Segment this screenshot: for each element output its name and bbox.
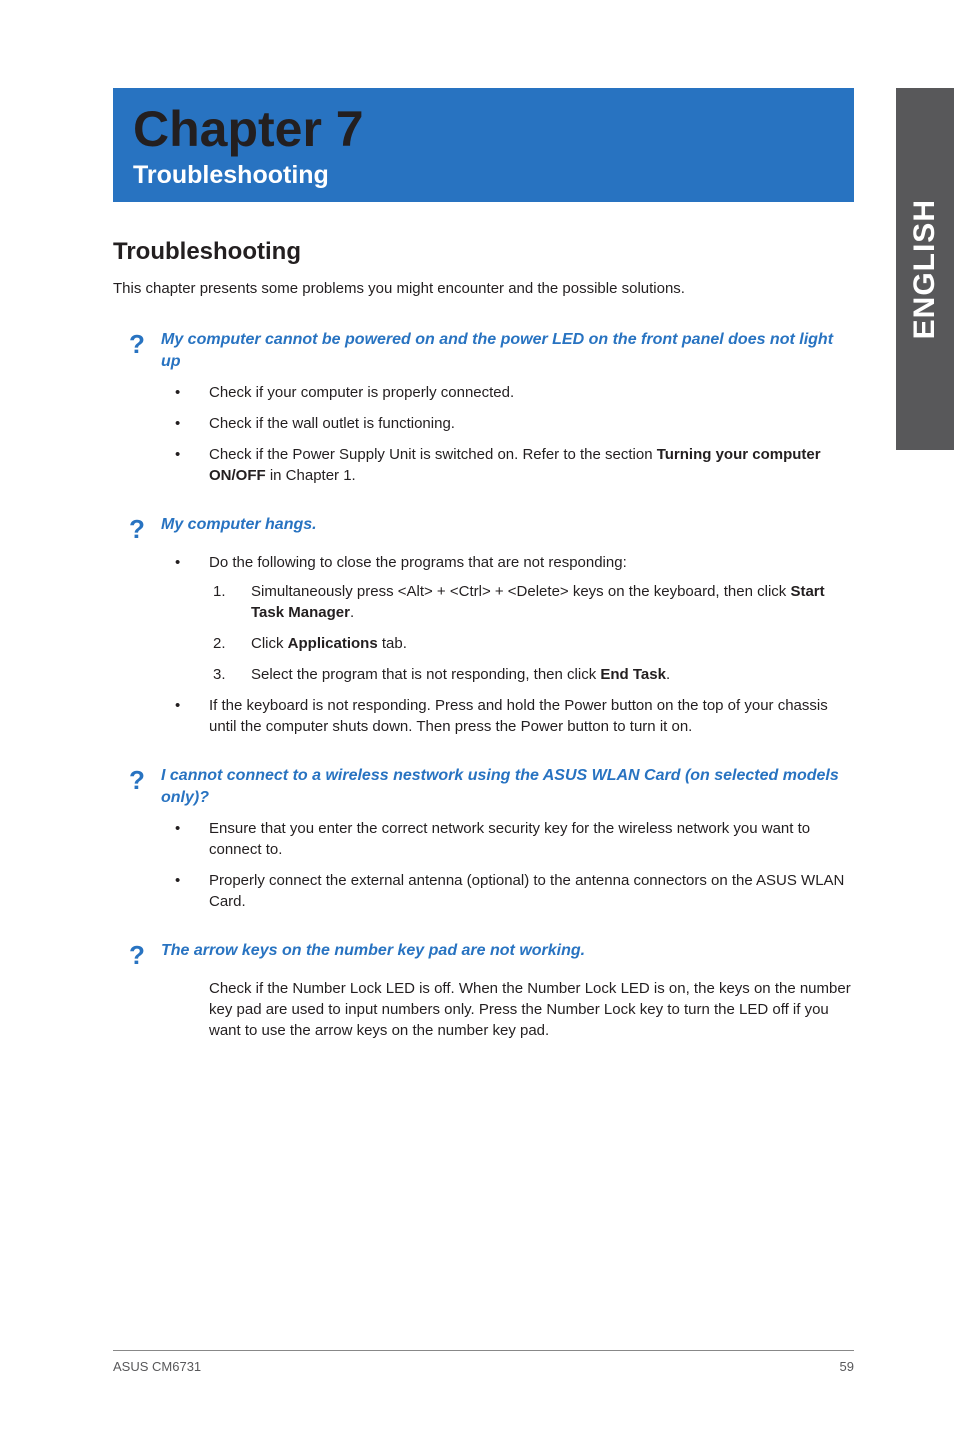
answer-text: Check if the Number Lock LED is off. Whe… [113, 978, 854, 1041]
text-post: . [350, 604, 354, 621]
list-item: Check if your computer is properly conne… [169, 382, 854, 403]
list-item: Properly connect the external antenna (o… [169, 870, 854, 912]
question-icon: ? [113, 514, 161, 542]
text-pre: Check if the Power Supply Unit is switch… [209, 446, 657, 463]
bullet-list: Ensure that you enter the correct networ… [113, 818, 854, 912]
numbered-item: 3. Select the program that is not respon… [213, 664, 854, 685]
faq-header: ? I cannot connect to a wireless nestwor… [113, 765, 854, 808]
faq-header: ? My computer cannot be powered on and t… [113, 329, 854, 372]
text-bold: End Task [600, 666, 666, 683]
chapter-subtitle: Troubleshooting [133, 161, 834, 190]
faq-block: ? I cannot connect to a wireless nestwor… [113, 765, 854, 912]
text-pre: Simultaneously press <Alt> + <Ctrl> + <D… [251, 583, 790, 600]
numbered-item: 1. Simultaneously press <Alt> + <Ctrl> +… [213, 581, 854, 623]
language-tab: ENGLISH [896, 88, 954, 450]
text-post: tab. [378, 635, 407, 652]
chapter-banner: Chapter 7 Troubleshooting [113, 88, 854, 202]
list-item: Check if the wall outlet is functioning. [169, 413, 854, 434]
faq-question: My computer hangs. [161, 514, 854, 536]
faq-question: I cannot connect to a wireless nestwork … [161, 765, 854, 808]
chapter-title: Chapter 7 [133, 102, 834, 157]
num-label: 1. [213, 581, 226, 602]
numbered-item: 2. Click Applications tab. [213, 633, 854, 654]
list-item: If the keyboard is not responding. Press… [169, 695, 854, 737]
section-heading: Troubleshooting [113, 238, 854, 266]
faq-header: ? My computer hangs. [113, 514, 854, 542]
text: Do the following to close the programs t… [209, 554, 627, 571]
numbered-list: 1. Simultaneously press <Alt> + <Ctrl> +… [209, 581, 854, 685]
footer-page-number: 59 [840, 1359, 854, 1374]
faq-block: ? My computer cannot be powered on and t… [113, 329, 854, 486]
text-post: . [666, 666, 670, 683]
num-label: 2. [213, 633, 226, 654]
text-post: in Chapter 1. [266, 467, 356, 484]
page-footer: ASUS CM6731 59 [113, 1350, 854, 1374]
question-icon: ? [113, 765, 161, 793]
list-item: Do the following to close the programs t… [169, 552, 854, 685]
list-item: Check if the Power Supply Unit is switch… [169, 444, 854, 486]
bullet-list: Check if your computer is properly conne… [113, 382, 854, 486]
text-bold: Applications [288, 635, 378, 652]
faq-header: ? The arrow keys on the number key pad a… [113, 940, 854, 968]
language-tab-text: ENGLISH [908, 199, 942, 339]
faq-question: The arrow keys on the number key pad are… [161, 940, 854, 962]
list-item: Ensure that you enter the correct networ… [169, 818, 854, 860]
faq-block: ? The arrow keys on the number key pad a… [113, 940, 854, 1041]
text-pre: Click [251, 635, 288, 652]
text-pre: Select the program that is not respondin… [251, 666, 600, 683]
faq-block: ? My computer hangs. Do the following to… [113, 514, 854, 737]
question-icon: ? [113, 329, 161, 357]
page-content: Chapter 7 Troubleshooting Troubleshootin… [0, 0, 954, 1041]
bullet-list: Do the following to close the programs t… [113, 552, 854, 737]
faq-question: My computer cannot be powered on and the… [161, 329, 854, 372]
question-icon: ? [113, 940, 161, 968]
intro-text: This chapter presents some problems you … [113, 280, 854, 297]
footer-left: ASUS CM6731 [113, 1359, 201, 1374]
num-label: 3. [213, 664, 226, 685]
